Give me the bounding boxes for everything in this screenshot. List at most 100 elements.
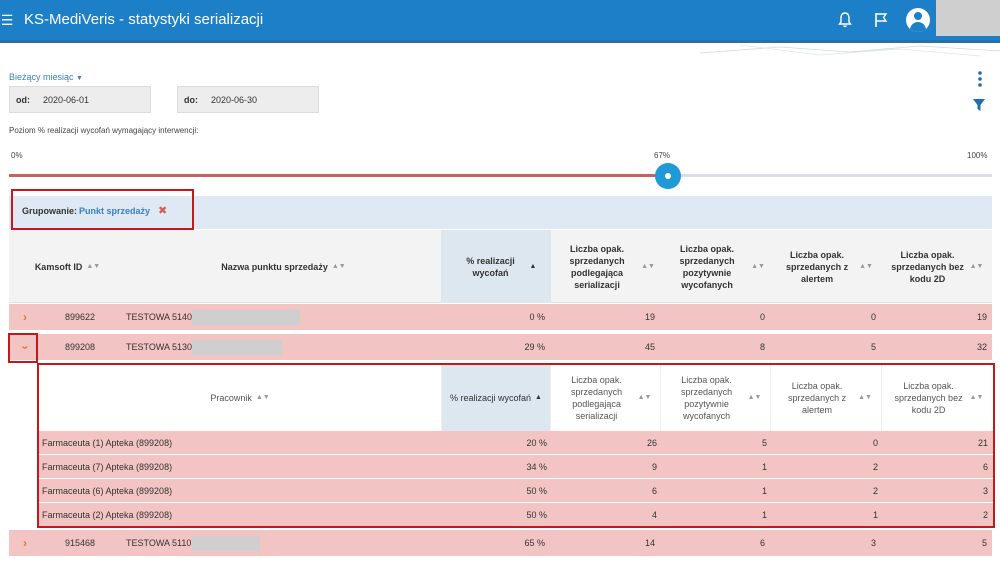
caret-down-icon: ▼ (76, 75, 83, 82)
col-header-alert-label: Liczba opak. sprzedanych z alertem (786, 249, 849, 284)
col-header-alert[interactable]: Liczba opak. sprzedanych z alertem ▲▼ (771, 230, 881, 303)
grouping-bar (9, 196, 992, 229)
cell-alert: 2 (872, 486, 878, 496)
date-from-value: 2020-06-01 (43, 95, 90, 105)
grouping-label: Grupowanie: (22, 206, 78, 216)
cell-worker: Farmaceuta (1) Apteka (899208) (42, 438, 173, 448)
col-header-positive-label: Liczba opak. sprzedanych pozytywnie wyco… (679, 243, 735, 290)
col-header-no2d-label: Liczba opak. sprzedanych bez kodu 2D (891, 249, 964, 284)
sub-col-header-no2d-label: Liczba opak. sprzedanych bez kodu 2D (894, 381, 963, 415)
sub-col-header-worker-label: Pracownik (210, 393, 252, 403)
cell-no2d: 32 (976, 342, 987, 352)
cell-positive: 1 (761, 486, 767, 496)
chevron-right-icon[interactable]: › (23, 536, 27, 550)
cell-serial: 4 (651, 510, 657, 520)
col-header-positive[interactable]: Liczba opak. sprzedanych pozytywnie wyco… (661, 230, 771, 303)
cell-alert: 2 (872, 462, 878, 472)
sub-col-header-positive[interactable]: Liczba opak. sprzedanych pozytywnie wyco… (661, 365, 771, 431)
period-label: Bieżący miesiąc (9, 72, 74, 82)
period-dropdown[interactable]: Bieżący miesiąc ▼ (9, 72, 83, 82)
sub-col-header-positive-label: Liczba opak. sprzedanych pozytywnie wyco… (681, 375, 733, 421)
sort-icon: ▲▼ (859, 262, 873, 270)
header-accent-line (0, 40, 1000, 43)
cell-serial: 26 (646, 438, 657, 448)
menu-icon[interactable]: ☰ (0, 12, 14, 28)
sort-icon: ▲▼ (747, 394, 762, 401)
col-header-pct[interactable]: % realizacji wycofań ▲ (441, 230, 551, 303)
sort-icon: ▲▼ (331, 262, 346, 270)
sort-icon: ▲▼ (858, 394, 872, 401)
cell-alert: 5 (870, 342, 876, 352)
subtable-row[interactable]: Farmaceuta (1) Apteka (899208) 20 % 26 5… (39, 431, 993, 455)
subtable-header: Pracownik ▲▼ % realizacji wycofań ▲ Liczba… (39, 365, 993, 431)
subtable-highlight (37, 363, 995, 528)
sort-icon: ▲▼ (86, 262, 101, 270)
table-row[interactable]: › 915468 TESTOWA 5110 65 % 14 6 3 5 (9, 530, 992, 557)
redacted-block (192, 310, 300, 325)
sub-col-header-alert-label: Liczba opak. sprzedanych z alertem (788, 381, 847, 415)
cell-no2d: 2 (982, 510, 988, 520)
cell-alert: 3 (870, 538, 876, 548)
slider-fill (9, 174, 668, 177)
sub-col-header-pct[interactable]: % realizacji wycofań ▲ (442, 365, 551, 431)
cell-no2d: 19 (976, 312, 987, 322)
col-header-name[interactable]: Nazwa punktu sprzedaży ▲▼ (126, 230, 441, 303)
redacted-block (192, 536, 260, 551)
cell-no2d: 3 (982, 486, 988, 496)
sub-col-header-worker[interactable]: Pracownik ▲▼ (39, 365, 442, 431)
cell-positive: 8 (759, 342, 765, 352)
sort-asc-icon: ▲ (535, 394, 542, 401)
slider-max-label: 100% (967, 151, 988, 160)
cell-pct: 29 % (524, 342, 545, 352)
cell-name: TESTOWA 5110 (126, 538, 192, 548)
cell-positive: 6 (759, 538, 765, 548)
cell-name: TESTOWA 5140 (126, 312, 193, 322)
table-row[interactable]: › 899622 TESTOWA 5140 0 % 19 0 0 19 (9, 304, 992, 331)
sort-asc-icon: ▲ (529, 262, 537, 270)
date-to-value: 2020-06-30 (211, 95, 258, 105)
date-from-field[interactable]: od: 2020-06-01 (9, 86, 151, 113)
sort-icon: ▲▼ (641, 262, 655, 270)
cell-worker: Farmaceuta (6) Apteka (899208) (42, 486, 173, 496)
sub-col-header-alert[interactable]: Liczba opak. sprzedanych z alertem ▲▼ (771, 365, 882, 431)
more-vertical-icon[interactable] (976, 70, 984, 88)
cell-no2d: 21 (977, 438, 988, 448)
grouping-chip: Grupowanie: Punkt sprzedaży ✖ (11, 189, 194, 230)
subtable-row[interactable]: Farmaceuta (6) Apteka (899208) 50 % 6 1 … (39, 479, 993, 503)
cell-positive: 0 (759, 312, 765, 322)
app-title: KS-MediVeris - statystyki serializacji (24, 11, 264, 28)
user-icon[interactable] (906, 8, 930, 32)
date-to-field[interactable]: do: 2020-06-30 (177, 86, 319, 113)
sub-col-header-no2d[interactable]: Liczba opak. sprzedanych bez kodu 2D ▲▼ (882, 365, 993, 431)
cell-pct: 20 % (526, 438, 547, 448)
slider-thumb[interactable] (655, 163, 681, 189)
close-icon[interactable]: ✖ (158, 205, 168, 217)
cell-positive: 1 (761, 510, 767, 520)
user-name-redacted[interactable] (936, 0, 1000, 36)
cell-alert: 0 (872, 438, 878, 448)
cell-worker: Farmaceuta (7) Apteka (899208) (42, 462, 173, 472)
cell-id: 899208 (64, 342, 95, 352)
subtable-row[interactable]: Farmaceuta (7) Apteka (899208) 34 % 9 1 … (39, 455, 993, 479)
cell-serial: 14 (644, 538, 655, 548)
cell-name: TESTOWA 5130 (126, 342, 193, 352)
col-header-id[interactable]: Kamsoft ID ▲▼ (9, 230, 126, 303)
cell-id: 899622 (64, 312, 95, 322)
redacted-block (192, 340, 282, 355)
sub-col-header-pct-label: % realizacji wycofań (450, 393, 532, 403)
cell-serial: 19 (644, 312, 655, 322)
flag-icon[interactable] (872, 10, 890, 30)
bell-icon[interactable] (836, 10, 854, 30)
sub-col-header-serial[interactable]: Liczba opak. sprzedanych podlegająca ser… (551, 365, 661, 431)
cell-alert: 0 (870, 312, 876, 322)
col-header-no2d[interactable]: Liczba opak. sprzedanych bez kodu 2D ▲▼ (881, 230, 992, 303)
cell-worker: Farmaceuta (2) Apteka (899208) (42, 510, 173, 520)
table-row[interactable]: › 899208 TESTOWA 5130 29 % 45 8 5 32 (9, 334, 992, 361)
sort-icon: ▲▼ (255, 394, 270, 401)
cell-positive: 1 (761, 462, 767, 472)
filter-icon[interactable] (972, 98, 986, 112)
grouping-value[interactable]: Punkt sprzedaży (79, 206, 151, 216)
col-header-serial[interactable]: Liczba opak. sprzedanych podlegająca ser… (551, 230, 661, 303)
chevron-right-icon[interactable]: › (23, 310, 27, 324)
cell-serial: 9 (651, 462, 657, 472)
